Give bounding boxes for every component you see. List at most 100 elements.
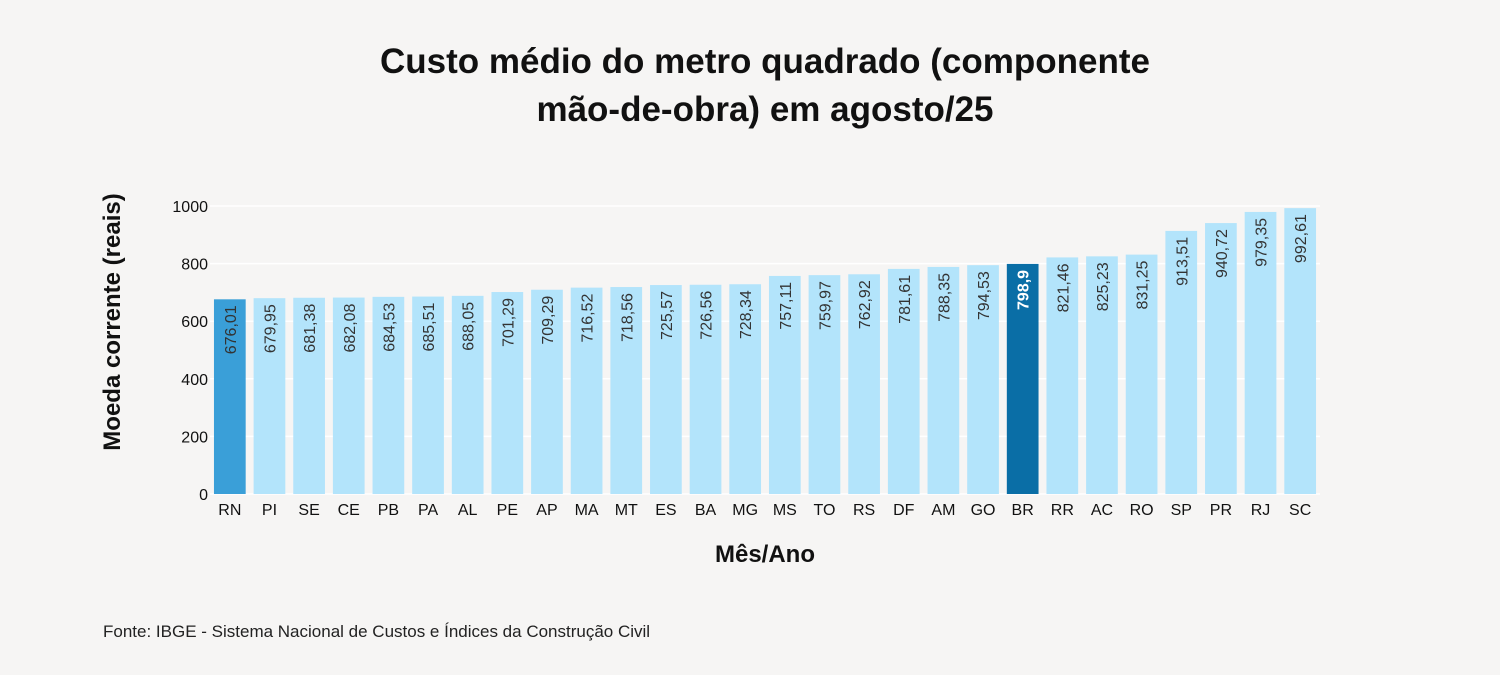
- x-tick-label: SE: [298, 502, 319, 519]
- bar-value-label: 688,05: [461, 302, 478, 351]
- y-tick-label: 200: [181, 429, 208, 446]
- bar-value-label: 759,97: [817, 281, 834, 330]
- x-tick-label: TO: [813, 502, 835, 519]
- bar-value-label: 992,61: [1293, 214, 1310, 263]
- bar-pi: [253, 298, 286, 494]
- y-tick-label: 1000: [172, 199, 208, 216]
- bars: 676,01 679,95 681,38 682,08 684,53 685,51 688,…: [213, 208, 1317, 495]
- x-tick-label: BA: [695, 502, 717, 519]
- bar-rs: [848, 274, 880, 494]
- y-tick-label: 800: [181, 257, 208, 274]
- x-tick-label: PA: [418, 502, 438, 519]
- bar-al: [451, 295, 484, 494]
- bar-pr: [1205, 223, 1237, 495]
- x-tick-label: MT: [615, 502, 638, 519]
- x-tick-label: RS: [853, 502, 875, 519]
- chart-title-line-1: Custo médio do metro quadrado (component…: [379, 42, 1151, 81]
- bar-value-label: 684,53: [381, 303, 398, 352]
- bar-rn: [213, 299, 246, 494]
- bar-mt: [610, 287, 643, 494]
- bar-value-label: 716,52: [580, 294, 597, 343]
- bar-value-label: 794,53: [976, 271, 993, 320]
- x-tick-label: RR: [1051, 502, 1074, 519]
- x-tick-label: MS: [773, 502, 797, 519]
- bar-se: [293, 297, 325, 494]
- bar-ma: [570, 287, 603, 494]
- bar-es: [650, 285, 682, 494]
- y-tick-label: 400: [181, 372, 208, 389]
- x-tick-label: AC: [1091, 502, 1113, 519]
- bar-value-label: 709,29: [540, 296, 557, 345]
- bar-am: [927, 266, 960, 494]
- bar-value-label: 940,72: [1214, 229, 1231, 278]
- y-axis-ticks: 0 200 400 600 800 1000: [172, 199, 208, 504]
- bar-value-label: 757,11: [778, 282, 795, 330]
- bar-mg: [729, 284, 762, 494]
- bar-pa: [412, 296, 444, 494]
- y-axis-title: Moeda corrente (reais): [99, 193, 126, 450]
- bar-ba: [689, 284, 722, 494]
- bar-value-label: 718,56: [619, 293, 636, 342]
- bar-sp: [1165, 230, 1198, 494]
- bar-value-label: 781,61: [897, 275, 914, 324]
- x-tick-label: AL: [458, 502, 478, 519]
- x-tick-label: CE: [338, 502, 360, 519]
- bar-value-label: 725,57: [659, 291, 676, 340]
- bar-rr: [1046, 257, 1079, 494]
- x-tick-label: ES: [655, 502, 676, 519]
- bar-value-label: 682,08: [342, 303, 359, 352]
- x-tick-label: MG: [732, 502, 758, 519]
- x-tick-label: DF: [893, 502, 915, 519]
- x-tick-label: PI: [262, 502, 277, 519]
- x-tick-label: RO: [1130, 502, 1154, 519]
- bar-value-label: 798,9: [1016, 270, 1033, 310]
- x-tick-label: GO: [971, 502, 996, 519]
- bar-df: [887, 268, 920, 494]
- bar-rj: [1244, 211, 1277, 494]
- x-axis-ticks: RN PI SE CE PB PA AL PE AP MA MT ES BA MG MS TO RS DF AM GO…: [218, 502, 1311, 519]
- bar-value-label: 676,01: [223, 305, 240, 354]
- chart-title-line-2: mão-de-obra) em agosto/25: [536, 90, 994, 129]
- y-tick-label: 0: [199, 487, 208, 504]
- bar-pe: [491, 292, 524, 494]
- chart-title: Custo médio do metro quadrado (component…: [0, 38, 1500, 134]
- bar-value-label: 825,23: [1095, 262, 1112, 311]
- x-tick-label: SP: [1171, 502, 1192, 519]
- bar-value-label: 679,95: [262, 304, 279, 353]
- x-tick-label: PE: [497, 502, 518, 519]
- bar-ce: [332, 297, 365, 494]
- bar-ac: [1086, 256, 1118, 494]
- bar-value-label: 788,35: [936, 273, 953, 322]
- x-tick-label: AP: [536, 502, 557, 519]
- bar-ap: [531, 289, 563, 494]
- bar-ms: [768, 275, 801, 494]
- bar-value-label: 685,51: [421, 302, 438, 351]
- bar-value-label: 762,92: [857, 280, 874, 329]
- bar-value-label: 726,56: [699, 291, 716, 340]
- x-tick-label: RJ: [1251, 502, 1271, 519]
- bar-to: [808, 275, 841, 494]
- bar-sc: [1284, 208, 1317, 494]
- bar-br: [1006, 263, 1039, 494]
- x-tick-label: PB: [378, 502, 399, 519]
- bar-value-label: 701,29: [500, 298, 517, 347]
- bar-value-label: 728,34: [738, 290, 755, 339]
- source-note: Fonte: IBGE - Sistema Nacional de Custos…: [103, 622, 651, 641]
- x-tick-label: MA: [575, 502, 599, 519]
- x-tick-label: PR: [1210, 502, 1232, 519]
- x-tick-label: RN: [218, 502, 241, 519]
- y-tick-label: 600: [181, 314, 208, 331]
- bar-value-label: 821,46: [1055, 263, 1072, 312]
- x-tick-label: BR: [1012, 502, 1034, 519]
- bar-value-label: 831,25: [1135, 260, 1152, 309]
- bar-value-label: 681,38: [302, 304, 319, 353]
- x-tick-label: SC: [1289, 502, 1311, 519]
- x-axis-title: Mês/Ano: [715, 541, 815, 568]
- bar-value-label: 979,35: [1254, 218, 1271, 267]
- x-tick-label: AM: [931, 502, 955, 519]
- bar-value-label: 913,51: [1174, 237, 1191, 286]
- bar-ro: [1125, 254, 1158, 494]
- bar-go: [967, 265, 999, 494]
- bar-pb: [372, 296, 405, 494]
